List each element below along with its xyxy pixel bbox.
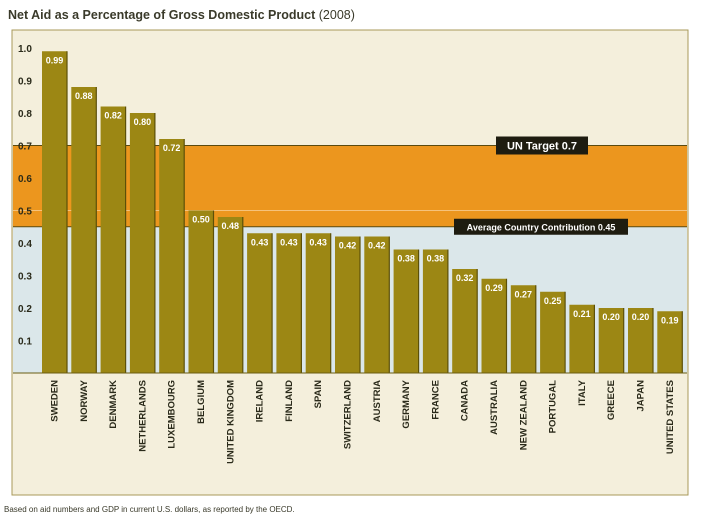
bar [217,217,243,373]
category-label: NORWAY [79,379,90,421]
category-label: UNITED KINGDOM [225,380,236,464]
bar-chart: 0.1 0.2 0.3 0.4 0.5 0.6 0.7 0.8 0.9 1.0 0.99 SWEDEN… [11,29,689,496]
bar-value-label: 0.99 [46,55,64,65]
bar-value-label: 0.42 [368,241,386,251]
average-label-bg [454,218,628,235]
category-label: SWITZERLAND [343,380,354,449]
bar-value-label: 0.43 [280,237,298,247]
chart-title: Net Aid as a Percentage of Gross Domesti… [8,8,355,22]
bar [481,278,507,373]
category-label: FRANCE [430,380,441,420]
bar [305,233,331,373]
bar [364,236,390,373]
bar-value-label: 0.82 [104,111,122,121]
bar [540,291,566,373]
bar [422,249,448,373]
chart-title-year: (2008) [318,8,355,22]
bar-value-label: 0.19 [661,315,679,325]
bar-value-label: 0.38 [397,254,415,264]
y-tick-label: 0.9 [18,77,32,88]
y-tick-label: 0.2 [18,304,32,315]
category-label: CANADA [460,380,471,421]
bar [452,269,478,373]
bar [276,233,302,373]
category-label: NETHERLANDS [137,380,148,452]
bar [42,51,67,373]
y-tick-label: 0.8 [18,109,32,120]
bar-value-label: 0.50 [192,215,210,225]
bar-value-label: 0.38 [427,254,445,264]
category-label: PORTUGAL [548,380,559,434]
category-label: NEW ZEALAND [518,380,529,450]
bar-value-label: 0.43 [251,237,269,247]
category-label: LUXEMBOURG [167,380,178,449]
chart-title-main: Net Aid as a Percentage of Gross Domesti… [8,8,316,22]
bar [188,210,214,373]
footnote: Based on aid numbers and GDP in current … [4,505,295,514]
bar [129,113,155,373]
bar-value-label: 0.27 [515,289,533,299]
category-label: GREECE [606,380,617,420]
bar [100,106,126,373]
bar [628,308,653,373]
bar-value-label: 0.43 [309,237,327,247]
bar-value-label: 0.25 [544,296,562,306]
bar [335,236,360,373]
category-label: UNITED STATES [665,380,676,454]
category-label: AUSTRIA [372,380,383,422]
category-label: SPAIN [313,380,324,408]
category-label: IRELAND [255,380,266,422]
y-tick-label: 0.1 [18,337,32,348]
bar-value-label: 0.21 [573,309,591,319]
y-tick-label: 0.4 [18,239,32,250]
category-label: FINLAND [284,380,295,422]
y-tick-label: 0.3 [18,272,32,283]
y-tick-label: 0.6 [18,174,32,185]
bar [657,311,683,373]
bar-value-label: 0.88 [75,91,93,101]
category-label: DENMARK [108,380,119,429]
category-label: ITALY [577,379,588,406]
bar [510,285,536,373]
bar-value-label: 0.80 [134,117,152,127]
bar [159,139,185,373]
category-label: AUSTRALIA [489,380,500,435]
category-label: GERMANY [401,379,412,428]
bar [71,87,97,373]
bar-value-label: 0.72 [163,143,181,153]
y-tick-label: 1.0 [18,44,32,55]
bar [393,249,419,373]
y-tick-label: 0.5 [18,207,32,218]
un-target-label-bg [496,136,588,155]
bar [598,308,624,373]
bar-value-label: 0.42 [339,241,357,251]
bar [569,304,595,373]
average-label: Average Country Contribution 0.45 [467,222,616,232]
bar-value-label: 0.32 [456,273,474,283]
category-label: JAPAN [636,380,647,412]
bar [247,233,273,373]
bar-value-label: 0.20 [632,312,650,322]
bar-value-label: 0.29 [485,283,503,293]
bar-value-label: 0.20 [602,312,620,322]
bar-value-label: 0.48 [222,221,240,231]
category-label: BELGIUM [196,380,207,424]
y-tick-label: 0.7 [18,142,32,153]
category-label: SWEDEN [50,380,61,422]
un-target-label: UN Target 0.7 [507,141,577,153]
